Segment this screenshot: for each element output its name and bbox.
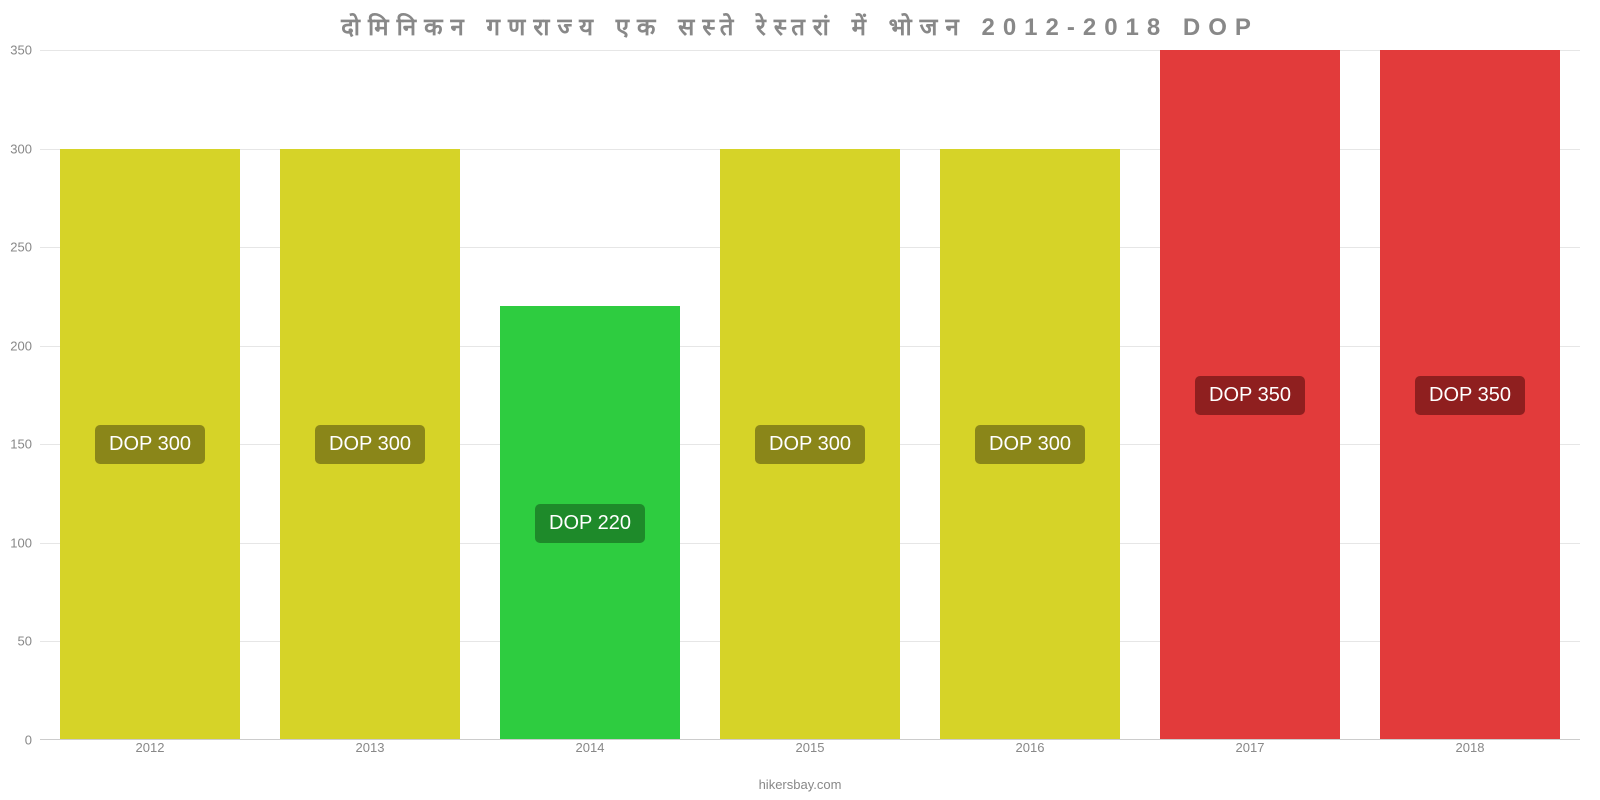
x-tick-label: 2016	[920, 740, 1140, 770]
bar-group: DOP 300	[920, 50, 1140, 740]
attribution: hikersbay.com	[0, 777, 1600, 792]
y-tick-label: 100	[10, 535, 32, 550]
bar: DOP 300	[720, 149, 900, 740]
x-tick-label: 2018	[1360, 740, 1580, 770]
bar-group: DOP 350	[1140, 50, 1360, 740]
chart-title: दोमिनिकन गणराज्य एक सस्ते रेस्तरां में भ…	[0, 10, 1600, 43]
y-tick-label: 150	[10, 437, 32, 452]
chart-container: दोमिनिकन गणराज्य एक सस्ते रेस्तरां में भ…	[0, 0, 1600, 800]
bar: DOP 300	[60, 149, 240, 740]
x-tick-label: 2015	[700, 740, 920, 770]
plot-area: DOP 300 DOP 300 DOP 220 DOP 300 DOP 300 DOP 3…	[40, 50, 1580, 740]
y-tick-label: 250	[10, 240, 32, 255]
y-tick-label: 300	[10, 141, 32, 156]
bar-value-label: DOP 350	[1415, 376, 1525, 415]
bar-value-label: DOP 300	[315, 425, 425, 464]
y-tick-label: 50	[18, 634, 32, 649]
bar-group: DOP 350	[1360, 50, 1580, 740]
x-tick-label: 2014	[480, 740, 700, 770]
bar: DOP 220	[500, 306, 680, 740]
y-tick-label: 350	[10, 43, 32, 58]
y-axis: 050100150200250300350	[0, 50, 40, 740]
bar: DOP 300	[940, 149, 1120, 740]
x-tick-label: 2012	[40, 740, 260, 770]
y-tick-label: 200	[10, 338, 32, 353]
bar-group: DOP 300	[700, 50, 920, 740]
bar-group: DOP 220	[480, 50, 700, 740]
bar-value-label: DOP 220	[535, 504, 645, 543]
x-tick-label: 2017	[1140, 740, 1360, 770]
x-axis: 2012201320142015201620172018	[40, 740, 1580, 770]
x-tick-label: 2013	[260, 740, 480, 770]
bar-group: DOP 300	[40, 50, 260, 740]
bar-group: DOP 300	[260, 50, 480, 740]
bars-container: DOP 300 DOP 300 DOP 220 DOP 300 DOP 300 DOP 3…	[40, 50, 1580, 740]
bar: DOP 300	[280, 149, 460, 740]
bar-value-label: DOP 350	[1195, 376, 1305, 415]
y-tick-label: 0	[25, 733, 32, 748]
bar-value-label: DOP 300	[975, 425, 1085, 464]
bar-value-label: DOP 300	[95, 425, 205, 464]
bar: DOP 350	[1160, 50, 1340, 740]
bar-value-label: DOP 300	[755, 425, 865, 464]
bar: DOP 350	[1380, 50, 1560, 740]
